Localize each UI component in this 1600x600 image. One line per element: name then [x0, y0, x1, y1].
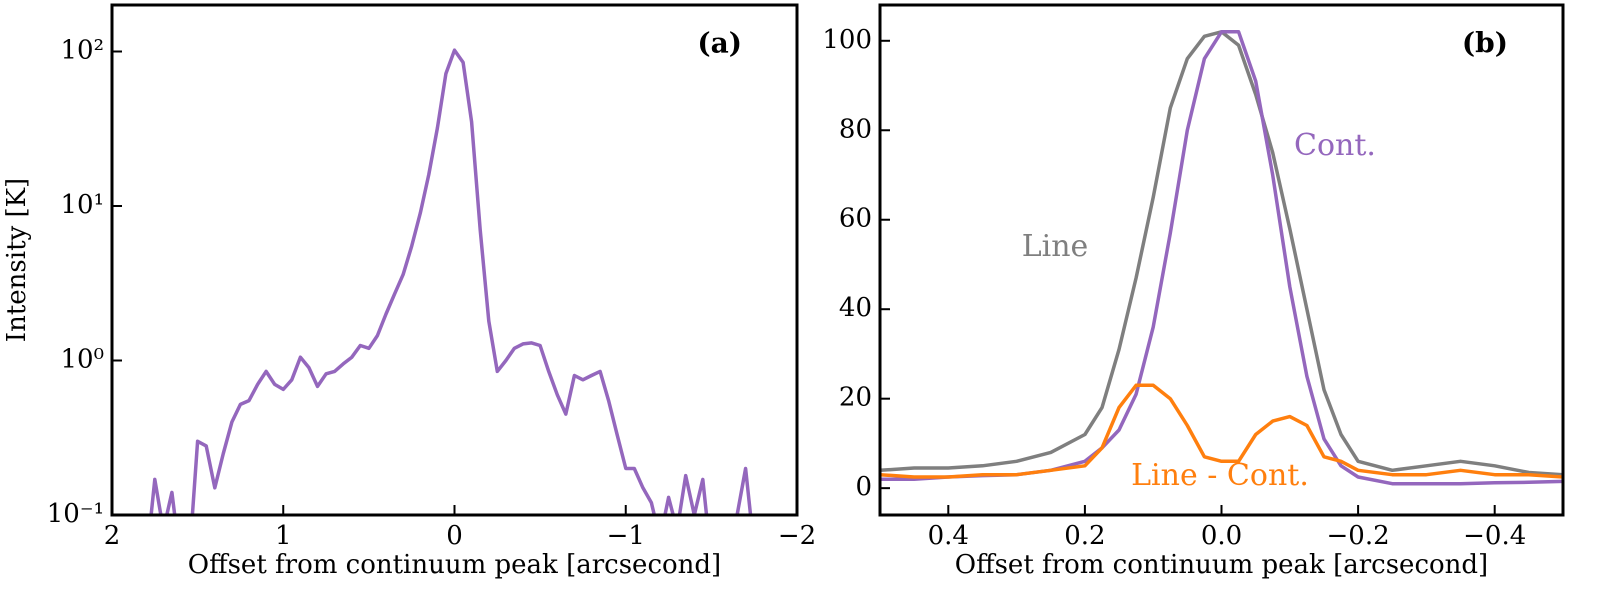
x-tick-label: −0.4: [1463, 521, 1526, 551]
y-tick-label: 10⁰: [60, 345, 104, 375]
y-tick-label: 10²: [60, 36, 104, 66]
y-tick-label: 0: [855, 472, 872, 502]
x-tick-label: −0.2: [1327, 521, 1390, 551]
axes-frame: [110, 3, 799, 517]
x-axis-label: Offset from continuum peak [arcsecond]: [188, 550, 721, 580]
y-tick-label: 80: [839, 114, 872, 144]
data-line: [880, 30, 1563, 477]
panel-label: (b): [1462, 27, 1508, 60]
x-tick-label: 0.4: [928, 521, 969, 551]
x-tick-label: −1: [607, 521, 645, 551]
panel-label: (a): [697, 27, 742, 60]
plot-area: [880, 30, 1563, 486]
plot-area: [149, 48, 753, 515]
series-label: Cont.: [1294, 128, 1376, 163]
data-line: [880, 30, 1563, 486]
y-axis-label: Intensity [K]: [2, 178, 32, 342]
y-tick-label: 10¹: [60, 190, 104, 220]
y-tick-label: 40: [839, 293, 872, 323]
series-label: Line: [1022, 229, 1089, 264]
data-line: [149, 48, 753, 515]
x-axis-label: Offset from continuum peak [arcsecond]: [955, 550, 1488, 580]
x-tick-label: 0: [446, 521, 463, 551]
y-tick-label: 20: [839, 383, 872, 413]
series-label: Line - Cont.: [1131, 458, 1309, 493]
x-tick-label: 0.2: [1064, 521, 1105, 551]
y-tick-label: 100: [822, 25, 872, 55]
y-tick-label: 60: [839, 204, 872, 234]
x-tick-label: 0.0: [1201, 521, 1242, 551]
x-tick-label: 1: [275, 521, 292, 551]
x-tick-label: −2: [778, 521, 816, 551]
y-tick-label: 10⁻¹: [47, 499, 104, 529]
x-tick-label: 2: [104, 521, 121, 551]
data-line: [880, 383, 1563, 479]
axes-frame: [878, 3, 1565, 517]
